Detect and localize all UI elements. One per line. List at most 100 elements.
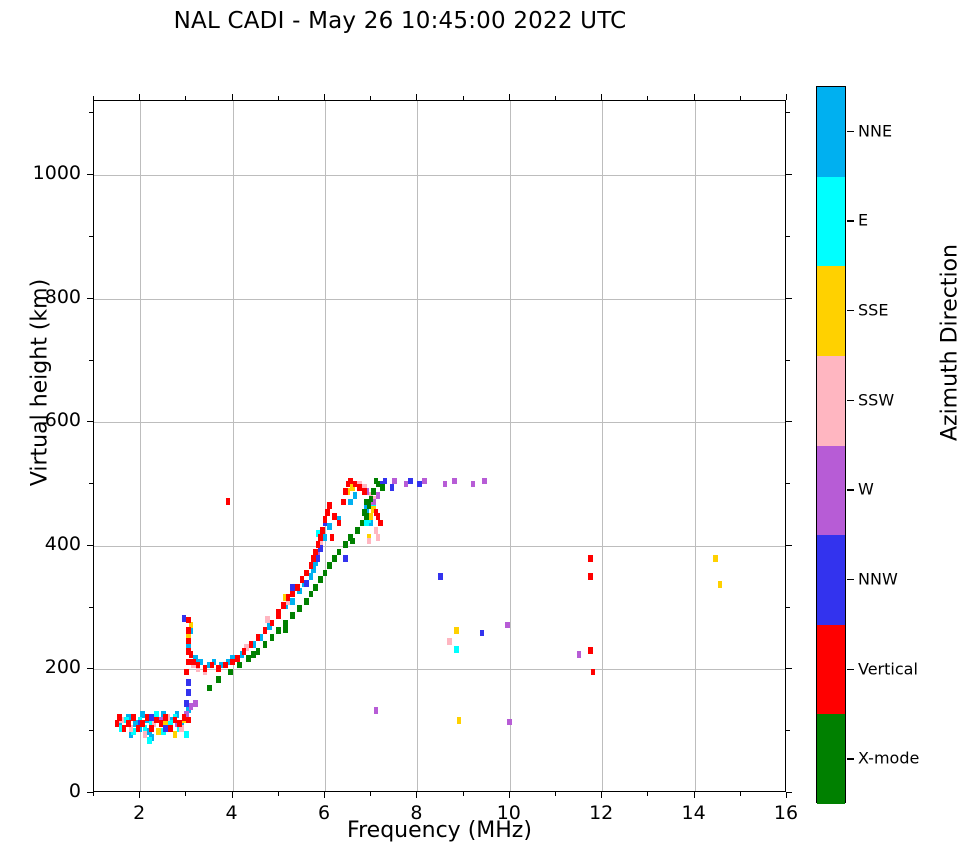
x-tick-minor [739,96,741,100]
scatter-point [186,706,191,713]
scatter-point [308,590,314,598]
y-tick-label: 800 [44,285,81,308]
scatter-point [149,724,155,732]
scatter-point [576,651,582,658]
x-tick-minor [647,96,649,100]
scatter-point [241,648,247,655]
y-tick-minor [89,483,93,485]
y-axis-title: Virtual height (km) [27,278,53,487]
scatter-point [290,598,295,605]
scatter-point [188,651,194,658]
x-tick [139,792,141,798]
scatter-point [163,720,168,728]
scatter-point [359,519,365,527]
gridline-horizontal [94,422,785,424]
scatter-point [276,608,282,616]
scatter-point [163,724,168,732]
scatter-point [380,484,386,492]
scatter-point [174,711,180,718]
scatter-point [331,512,337,520]
x-tick [601,94,603,100]
scatter-point [364,519,369,527]
scatter-point [345,480,351,488]
scatter-point [343,541,349,548]
scatter-point [160,711,166,718]
scatter-point [281,601,286,609]
y-tick-minor [89,235,93,237]
scatter-point [234,654,240,662]
scatter-point [290,583,295,591]
scatter-point [378,480,383,488]
x-tick-label: 6 [317,802,331,824]
scatter-point [172,730,178,738]
y-tick [87,668,93,670]
scatter-point [246,654,252,662]
colorbar-band-x-mode [817,714,845,804]
y-tick-minor [786,483,790,485]
x-tick [601,792,603,798]
x-tick [324,792,325,798]
scatter-point [276,612,282,620]
scatter-point [179,720,185,728]
scatter-point [308,573,314,581]
y-tick-minor [89,606,93,608]
scatter-point [588,554,593,562]
x-tick-label: 10 [496,802,521,824]
scatter-point [717,581,723,589]
y-tick [87,544,93,546]
scatter-point [188,621,194,629]
scatter-point [195,661,201,669]
scatter-point [276,627,282,634]
scatter-point [505,621,510,629]
x-tick [693,94,695,100]
y-tick [786,792,792,793]
scatter-point [135,724,141,732]
scatter-point [124,716,129,724]
scatter-point [315,555,321,563]
scatter-point [348,477,353,485]
scatter-point [290,590,295,598]
scatter-point [151,720,157,728]
scatter-point [357,484,362,492]
x-tick-label: 14 [681,802,706,824]
x-tick-minor [185,96,187,100]
scatter-point [713,554,718,562]
scatter-point [350,484,356,492]
scatter-point [318,541,323,548]
y-tick-minor [786,730,790,732]
scatter-point [202,665,208,673]
y-tick-minor [89,112,93,114]
y-tick-label: 200 [44,656,81,679]
x-tick [231,94,233,100]
scatter-point [126,720,131,728]
scatter-point [341,498,346,506]
scatter-point [299,576,305,584]
scatter-point [181,714,187,721]
x-tick-minor [462,792,464,796]
scatter-point [479,629,485,637]
scatter-point [364,488,369,495]
scatter-point [255,648,261,655]
scatter-point [456,717,462,725]
x-tick-minor [277,792,279,796]
gridline-vertical [325,101,326,791]
scatter-point [327,502,332,510]
colorbar-band-e [817,176,845,267]
x-tick-minor [370,792,372,796]
scatter-point [366,537,372,545]
x-tick [786,792,787,798]
gridline-horizontal [94,175,785,177]
scatter-point [329,533,335,541]
y-tick [87,174,93,176]
scatter-point [184,711,189,718]
scatter-point [361,509,367,516]
colorbar-band-sse [817,266,845,356]
scatter-point [331,555,337,563]
scatter-point [186,658,191,666]
scatter-point [283,619,289,627]
gridline-horizontal [94,545,785,547]
scatter-point [133,720,138,728]
scatter-point [227,668,233,676]
scatter-point [408,477,413,485]
y-tick-label: 400 [44,532,81,555]
